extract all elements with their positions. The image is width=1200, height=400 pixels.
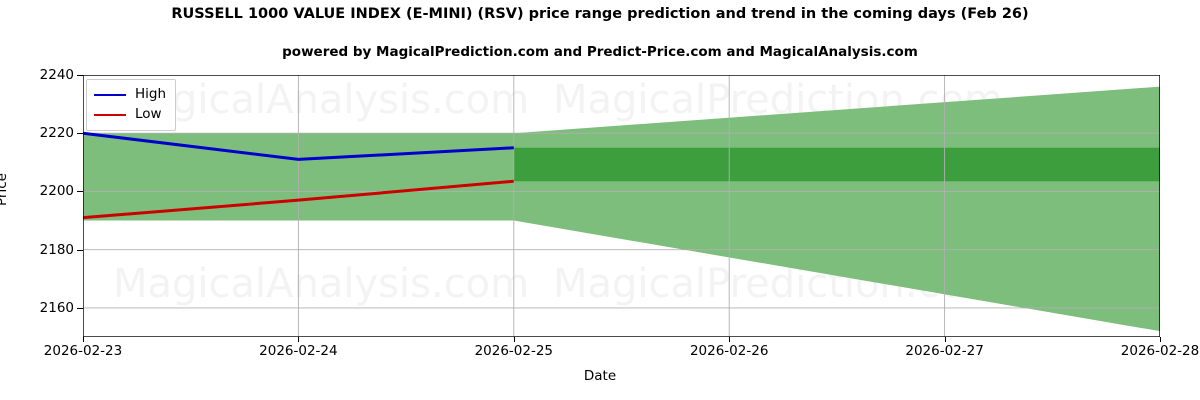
x-tick-mark [83, 337, 84, 342]
x-tick-label: 2026-02-28 [1120, 343, 1200, 359]
x-tick-mark [944, 337, 946, 342]
x-tick-label: 2026-02-25 [474, 343, 554, 359]
y-tick-label: 2180 [39, 241, 74, 258]
forecast-core-band [513, 147, 1160, 182]
legend-item-label: High [135, 86, 167, 103]
y-tick-label: 2160 [39, 299, 74, 316]
plot-area: MagicalAnalysis.com MagicalPrediction.com… [83, 75, 1160, 337]
x-tick-label: 2026-02-23 [43, 343, 123, 359]
x-tick-mark [298, 337, 300, 342]
legend-line-swatch [94, 94, 126, 96]
plot-svg: MagicalAnalysis.com MagicalPrediction.com… [83, 75, 1160, 337]
series-layer [83, 131, 514, 220]
watermark-text: MagicalAnalysis.com [113, 77, 529, 123]
legend-item-low[interactable]: Low [94, 105, 166, 125]
x-tick-label: 2026-02-24 [259, 343, 338, 359]
legend-item-high[interactable]: High [94, 85, 166, 105]
gridlines [83, 75, 1160, 337]
x-tick-mark [513, 337, 515, 342]
chart-legend[interactable]: High Low [86, 79, 177, 131]
chart-title: RUSSELL 1000 VALUE INDEX (E-MINI) (RSV) … [171, 6, 1029, 22]
x-tick-mark [729, 337, 731, 342]
series-line-low [83, 179, 514, 220]
y-tick-label: 2240 [39, 67, 74, 83]
legend-line-swatch [94, 114, 126, 116]
legend-item-label: Low [135, 106, 162, 123]
y-tick-label: 2200 [39, 183, 74, 200]
series-line-high [83, 131, 514, 161]
forecast-cone-band [513, 86, 1160, 332]
x-tick-mark [1160, 337, 1161, 342]
x-axis-label: Date [583, 368, 617, 384]
watermark-text: MagicalAnalysis.com [113, 261, 529, 307]
y-tick-label: 2220 [39, 125, 74, 142]
chart-subtitle: powered by MagicalPrediction.com and Pre… [282, 44, 918, 60]
x-tick-label: 2026-02-26 [689, 343, 769, 359]
x-tick-label: 2026-02-27 [905, 343, 984, 359]
y-axis-label: Price [0, 173, 10, 206]
